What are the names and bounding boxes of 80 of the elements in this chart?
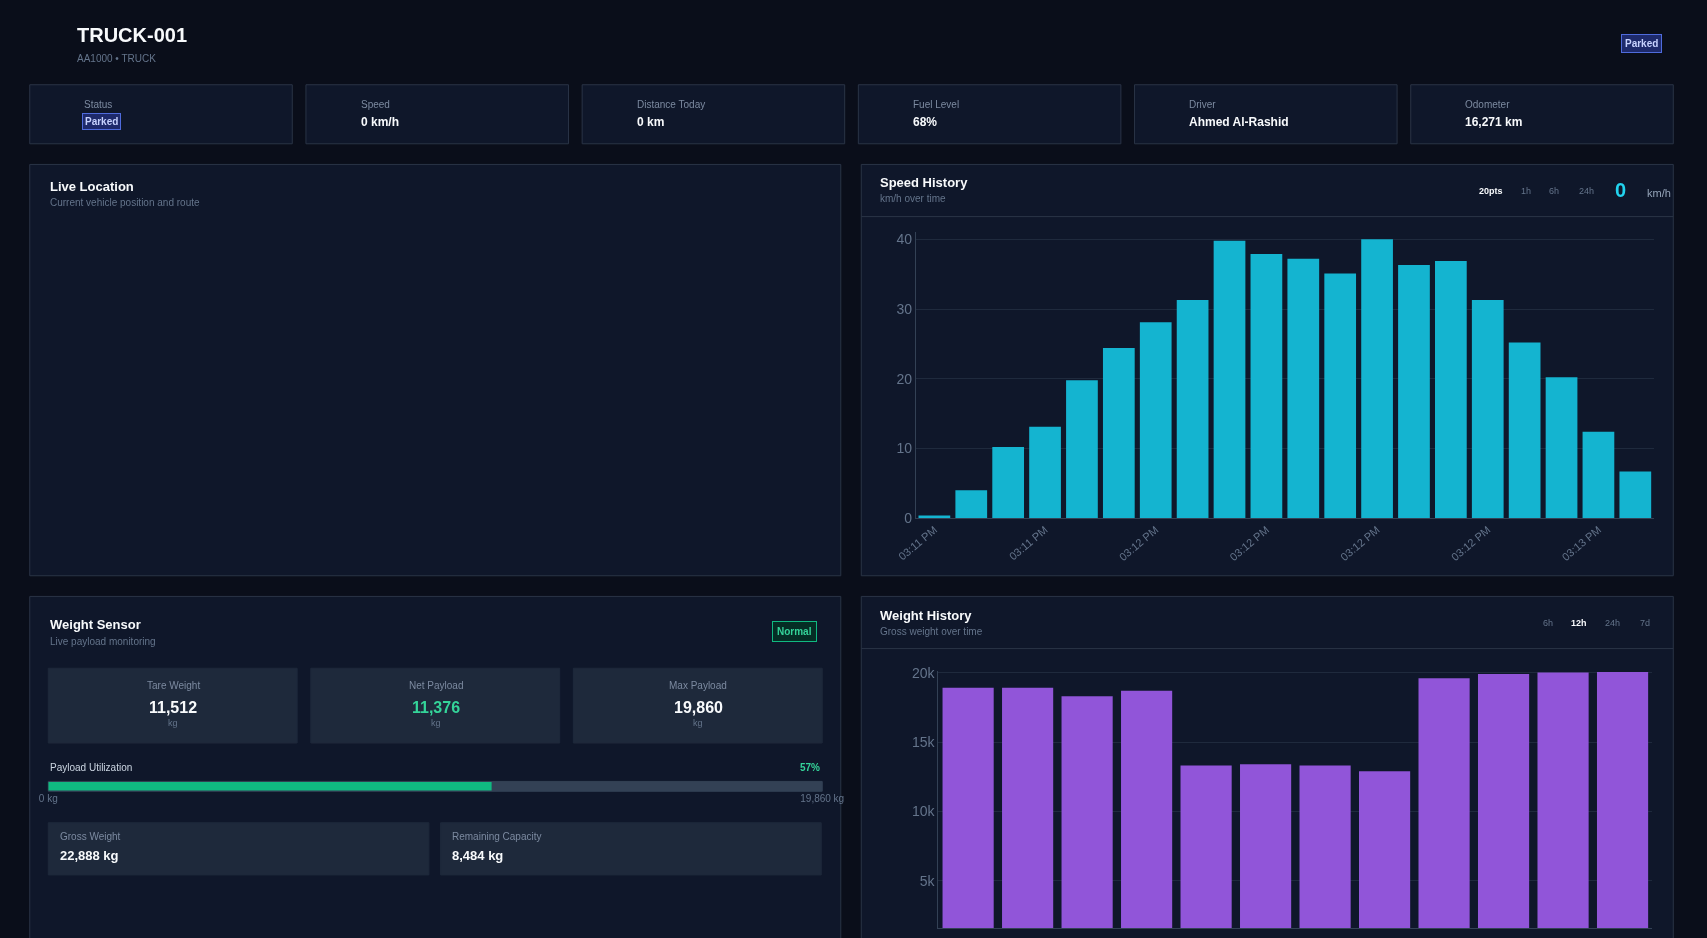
y-tick-label: 0 [904, 510, 913, 527]
text: 68% [913, 115, 938, 129]
text: Distance Today [637, 99, 706, 110]
text: 8,484 kg [452, 848, 504, 863]
text: 11,376 [412, 699, 461, 716]
bar [1066, 380, 1098, 519]
text: 16,271 km [1465, 115, 1523, 129]
text: Live Location [50, 179, 134, 194]
text: TRUCK-001 [77, 24, 188, 46]
bar [1029, 426, 1061, 519]
text: Gross Weight [60, 831, 121, 842]
text: Status [84, 99, 113, 110]
x-tick-label: 0 kg [38, 793, 58, 805]
text: 6h [1549, 186, 1560, 196]
text: Weight Sensor [50, 617, 141, 632]
text: 20pts [1479, 186, 1503, 196]
y-tick-label: 40 [896, 231, 913, 248]
bar [1508, 342, 1541, 519]
bar [918, 515, 951, 519]
text: Tare Weight [147, 680, 201, 691]
text: 6h [1543, 618, 1554, 628]
y-tick-label: 20k [912, 664, 936, 681]
text: Parked [85, 116, 119, 127]
text: 0 km [637, 115, 665, 129]
text: Odometer [1465, 99, 1511, 110]
text: Parked [1625, 38, 1659, 49]
bar [1324, 273, 1357, 519]
bar [955, 490, 988, 519]
chart-title: Payload Utilization [50, 762, 133, 773]
text: Speed [361, 99, 390, 110]
text: kg [431, 718, 441, 728]
text: Normal [777, 626, 812, 637]
text: 57% [800, 762, 821, 773]
y-tick-label: 15k [912, 733, 936, 750]
text: Driver [1189, 99, 1217, 110]
bar [1398, 265, 1430, 519]
text: 24h [1579, 186, 1595, 196]
text: Remaining Capacity [452, 831, 542, 842]
text: 0 [1615, 179, 1627, 201]
bar [1545, 377, 1578, 519]
chart-title: Weight History [880, 608, 973, 623]
bar [992, 447, 1025, 519]
text: kg [168, 718, 178, 728]
bar [1213, 240, 1246, 519]
y-tick-label: 30 [896, 300, 913, 317]
text: 1h [1521, 186, 1532, 196]
text: Ahmed Al-Rashid [1189, 115, 1289, 129]
bar [1287, 258, 1320, 519]
y-tick-label: 10 [896, 440, 913, 457]
y-tick-label: 10k [912, 803, 936, 820]
text: 0 km/h [361, 115, 400, 129]
text: Live payload monitoring [50, 636, 156, 647]
chart-title: Speed History [880, 175, 969, 190]
text: 11,512 [149, 699, 198, 716]
y-tick-label: 20 [896, 370, 913, 387]
text: Max Payload [669, 680, 727, 691]
text: 19,860 [674, 699, 724, 716]
text: kg [693, 718, 703, 728]
bar [1582, 431, 1615, 519]
text: 7d [1640, 618, 1651, 628]
bar [1361, 239, 1393, 519]
bar [1435, 260, 1467, 519]
bar [1102, 348, 1135, 519]
bar [1176, 299, 1209, 519]
chart-subtitle: km/h over time [880, 193, 947, 204]
text: 22,888 kg [60, 848, 119, 863]
chart-subtitle: Gross weight over time [880, 626, 983, 637]
text: AA1000 • TRUCK [77, 53, 157, 64]
text: 12h [1571, 618, 1587, 628]
y-tick-label: 5k [919, 872, 936, 889]
bar [1619, 471, 1652, 519]
x-tick-label: 19,860 kg [800, 793, 845, 805]
bar [1139, 322, 1172, 519]
text: Fuel Level [913, 99, 960, 110]
text: Current vehicle position and route [50, 197, 200, 208]
bar [1250, 253, 1283, 519]
text: Net Payload [409, 680, 464, 691]
text: 24h [1605, 618, 1621, 628]
bar [1471, 299, 1504, 519]
text: km/h [1647, 187, 1671, 199]
